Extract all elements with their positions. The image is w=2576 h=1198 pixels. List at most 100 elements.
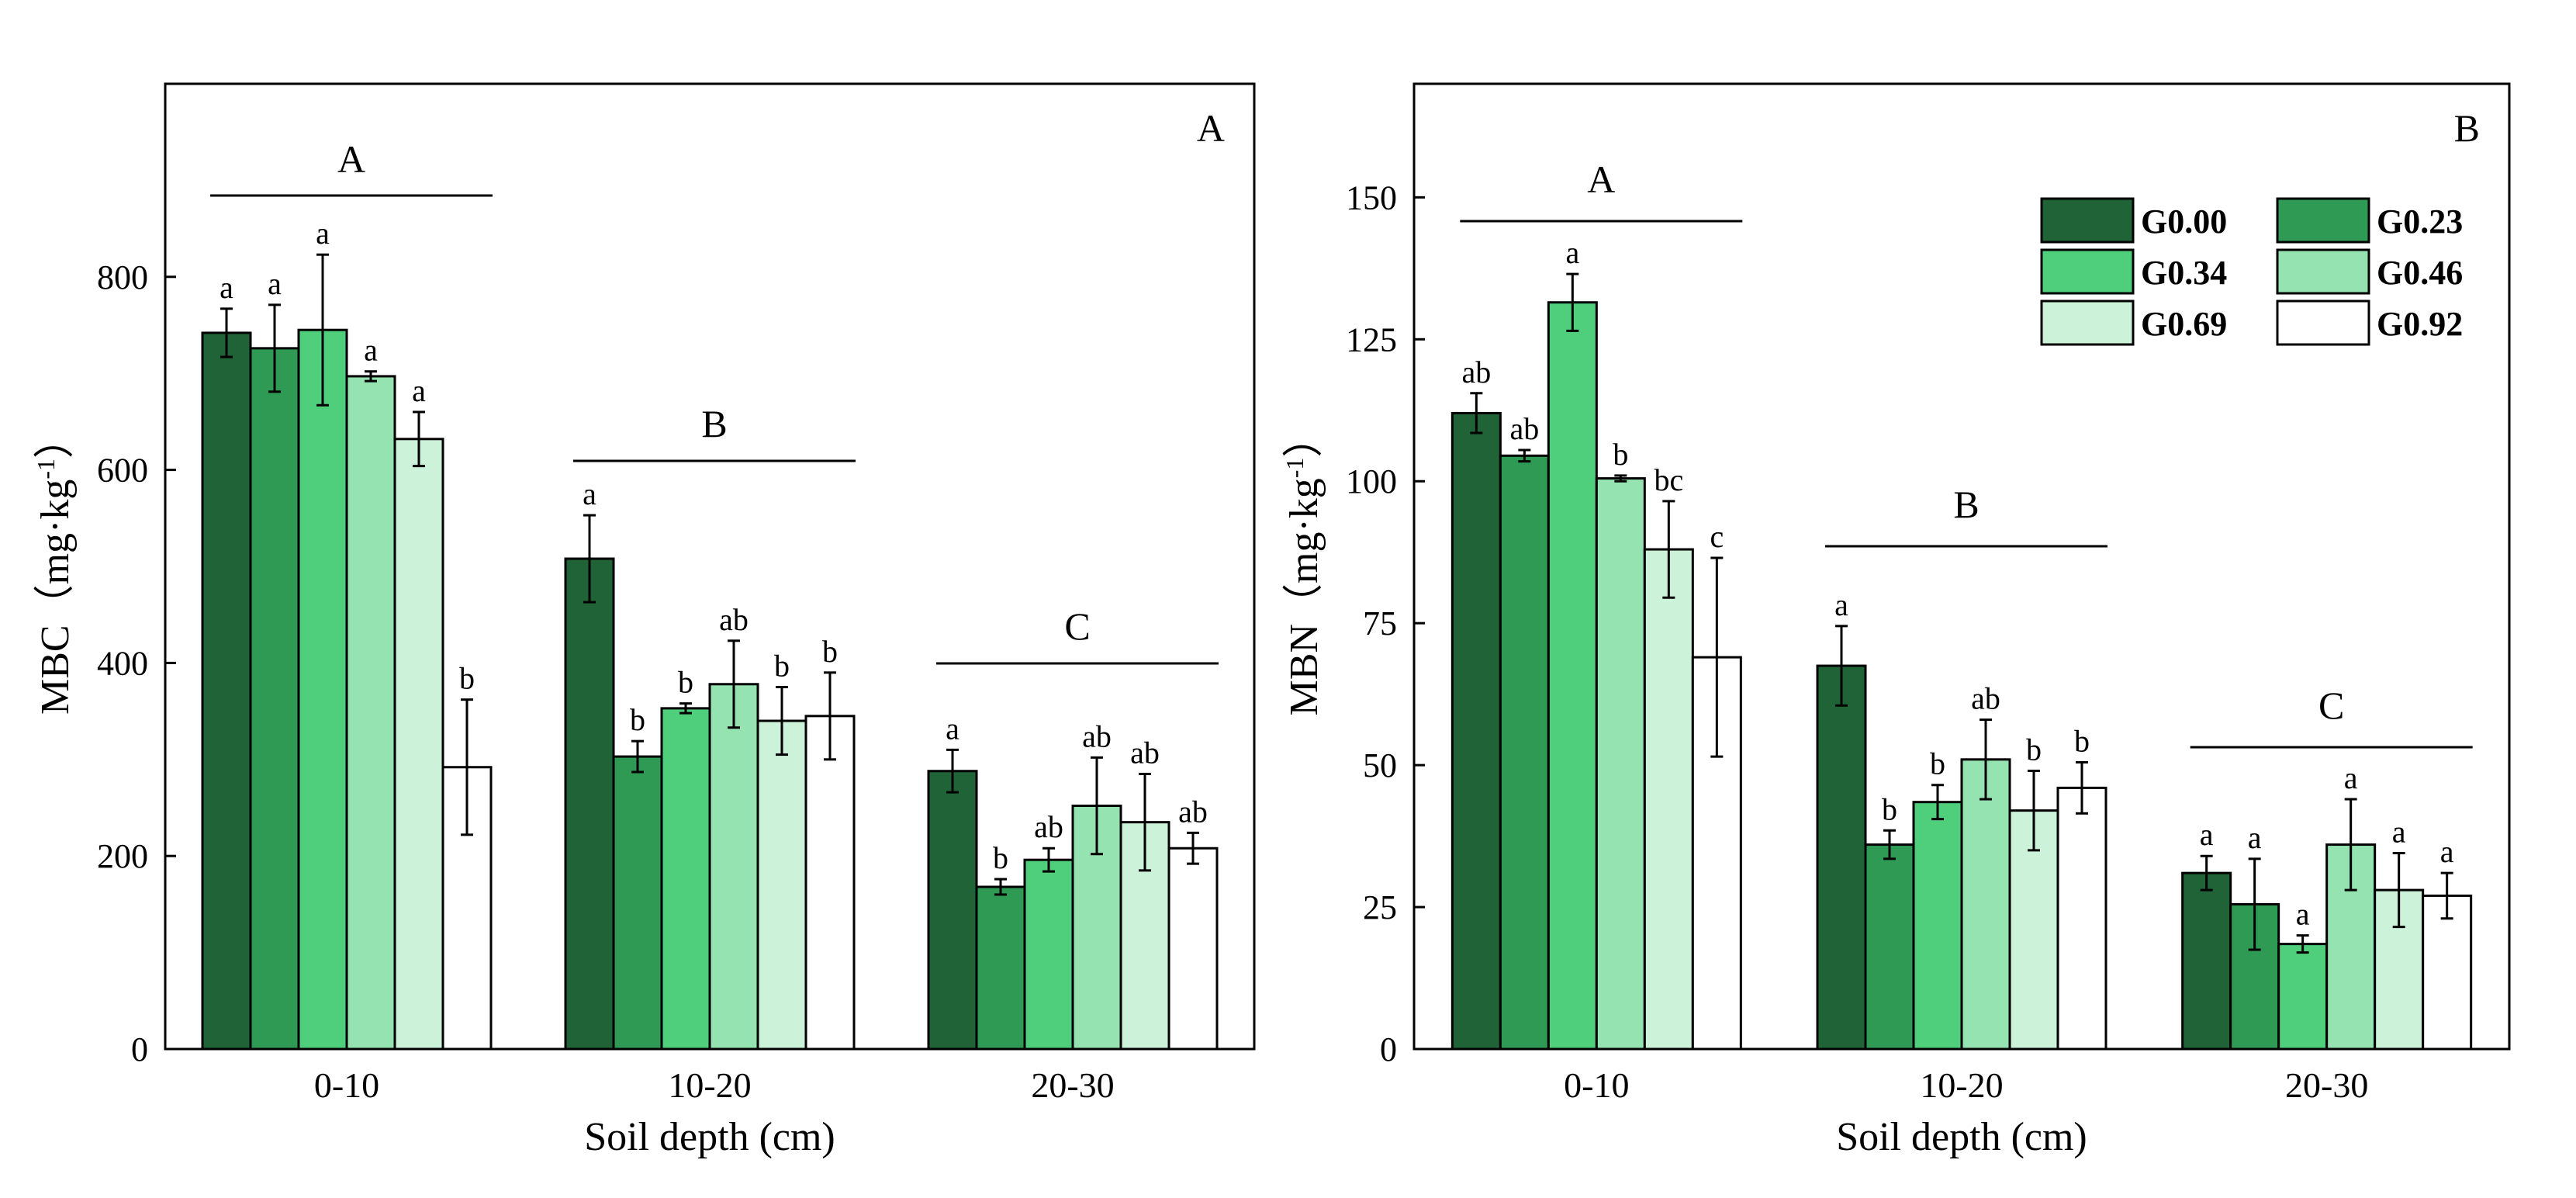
significance-letter: ab (719, 602, 749, 637)
significance-letter: a (1565, 235, 1579, 270)
significance-letter: ab (1971, 681, 2000, 716)
bar-g0-00 (201, 331, 252, 1051)
legend-item: G0.00 (2040, 197, 2227, 244)
significance-letter: b (2026, 732, 2042, 767)
chart-panel-b: 0 25 50 75 100 125 150 MBN（mg·kg-1） Soil depth (… (1281, 82, 2511, 1159)
x-axis-title: Soil depth (cm) (1836, 1115, 2087, 1159)
y-tick-label: 25 (1363, 888, 1397, 926)
legend-label: G0.34 (2141, 254, 2227, 292)
legend-item: G0.69 (2040, 300, 2227, 346)
significance-letter: b (2074, 723, 2090, 758)
significance-letter: a (2296, 897, 2310, 932)
group-letter: A (1587, 158, 1615, 201)
significance-letter: a (268, 266, 282, 301)
y-tick-label: 100 (1346, 462, 1397, 500)
bar-g0-23 (1864, 843, 1915, 1051)
bar-g0-46 (1960, 758, 2011, 1051)
y-tick-label: 150 (1346, 178, 1397, 216)
bar-g0-34 (297, 328, 348, 1051)
y-axis-title-close: ） (1282, 417, 1326, 458)
legend-item: G0.23 (2276, 197, 2463, 244)
significance-letter: b (630, 702, 645, 737)
significance-letter: ab (1082, 718, 1112, 753)
bar-g0-92 (1167, 847, 1219, 1051)
significance-letter: c (1710, 519, 1724, 554)
bar-g0-00 (1451, 411, 1502, 1051)
bar-g0-00 (564, 557, 615, 1051)
legend-swatch (2276, 248, 2370, 295)
significance-letter: a (1834, 587, 1848, 622)
significance-letter: a (583, 476, 596, 511)
legend-swatch (2276, 197, 2370, 244)
y-tick-label: 800 (97, 258, 148, 296)
significance-letter: a (220, 270, 233, 305)
significance-letter: a (2392, 815, 2406, 850)
bar-g0-23 (612, 755, 663, 1051)
legend-item: G0.34 (2040, 248, 2227, 295)
y-tick-label: 400 (97, 644, 148, 682)
x-category-label: 10-20 (1920, 1065, 2003, 1105)
significance-letter: ab (1130, 735, 1160, 770)
bar-g0-46 (708, 683, 759, 1051)
significance-letter: a (364, 333, 378, 368)
y-axis-title-main: MBN（mg·kg (1282, 478, 1326, 715)
x-axis-title: Soil depth (cm) (584, 1115, 835, 1159)
significance-letter: a (2440, 834, 2454, 869)
y-axis-title-exponent: -1 (1281, 458, 1309, 479)
y-axis-title-exponent: -1 (32, 459, 60, 480)
x-category-label: 20-30 (1031, 1065, 1114, 1105)
y-tick-label: 125 (1346, 320, 1397, 358)
significance-letter: b (774, 649, 790, 684)
bar-g0-69 (756, 719, 807, 1051)
bar-g0-46 (1595, 477, 1646, 1051)
y-tick-label: 50 (1363, 746, 1397, 784)
bar-g0-92 (2422, 894, 2473, 1051)
significance-letter: a (316, 216, 330, 251)
significance-letter: b (822, 634, 838, 669)
significance-letter: b (678, 665, 693, 700)
y-tick-label: 600 (97, 452, 148, 490)
group-letter: C (2318, 684, 2344, 727)
significance-letter: a (412, 373, 426, 408)
legend: G0.00 G0.23 G0.34 G0.46 G0.69 G0.92 (2040, 197, 2463, 346)
significance-letter: a (2344, 760, 2358, 795)
y-tick-label: 75 (1363, 604, 1397, 642)
x-category-label: 0-10 (314, 1065, 379, 1105)
significance-letter: b (459, 661, 475, 696)
significance-letter: b (993, 840, 1008, 875)
significance-letter: a (2200, 817, 2214, 852)
bar-g0-92 (804, 715, 856, 1051)
legend-label: G0.46 (2377, 254, 2463, 292)
bar-g0-34 (660, 707, 711, 1051)
group-letter: A (337, 137, 365, 181)
bar-g0-23 (249, 347, 300, 1051)
y-axis-title: MBC（mg·kg-1） (32, 418, 78, 715)
legend-swatch (2276, 300, 2370, 346)
significance-letter: ab (1034, 809, 1063, 844)
significance-letter: b (1930, 746, 1945, 781)
bar-g0-23 (1499, 454, 1550, 1051)
bar-g0-34 (1912, 801, 1963, 1051)
legend-swatch (2040, 300, 2135, 346)
y-tick-label: 0 (131, 1030, 148, 1068)
y-tick-label: 0 (1380, 1030, 1397, 1068)
significance-letter: a (2248, 820, 2262, 855)
legend-label: G0.92 (2377, 305, 2463, 343)
legend-label: G0.69 (2141, 305, 2227, 343)
legend-label: G0.00 (2141, 203, 2227, 241)
bar-g0-00 (2181, 871, 2232, 1051)
legend-item: G0.46 (2276, 248, 2463, 295)
legend-label: G0.23 (2377, 203, 2463, 241)
y-tick-label: 200 (97, 837, 148, 875)
bar-g0-69 (393, 438, 444, 1051)
group-letter: C (1064, 604, 1090, 648)
bar-g0-34 (2277, 943, 2329, 1051)
bar-g0-00 (927, 770, 978, 1051)
panel-letter: B (2454, 106, 2480, 150)
significance-letter: b (1613, 437, 1628, 472)
significance-letter: bc (1654, 462, 1683, 497)
significance-letter: ab (1461, 355, 1491, 390)
bar-g0-34 (1023, 858, 1074, 1051)
bar-g0-46 (345, 375, 396, 1051)
